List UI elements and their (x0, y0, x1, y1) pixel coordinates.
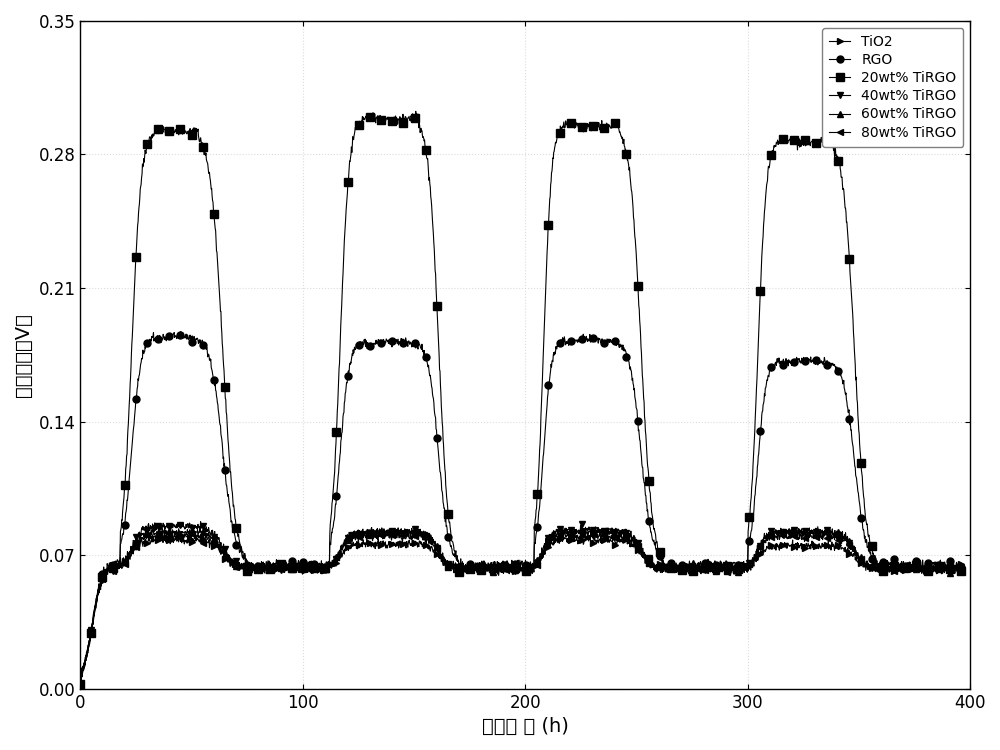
Legend: TiO2, RGO, 20wt% TiRGO, 40wt% TiRGO, 60wt% TiRGO, 80wt% TiRGO: TiO2, RGO, 20wt% TiRGO, 40wt% TiRGO, 60w… (822, 28, 963, 146)
Y-axis label: 电池电压（V）: 电池电压（V） (14, 313, 33, 397)
X-axis label: 运行时 间 (h): 运行时 间 (h) (482, 717, 569, 736)
